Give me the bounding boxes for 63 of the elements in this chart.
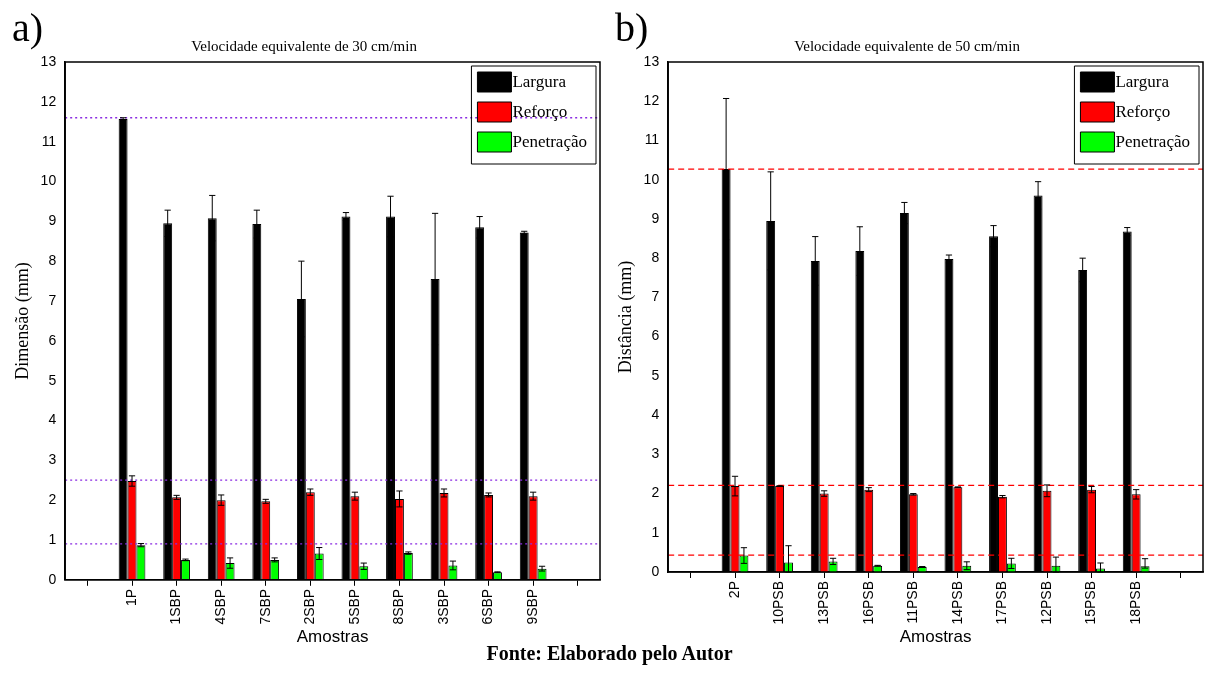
text: b)	[615, 4, 649, 50]
x-tick-label: 3SBP	[434, 588, 451, 625]
legend-label: Reforço	[1115, 102, 1171, 122]
y-tick-label: 2	[48, 491, 57, 507]
chart-title: Velocidade equivalente de 50 cm/min	[794, 37, 1021, 54]
x-tick-label: 14PSB	[948, 581, 965, 625]
y-tick-label: 6	[651, 327, 660, 344]
x-tick-label: 15PSB	[1082, 581, 1099, 625]
x-tick-label: 2P	[725, 581, 742, 599]
y-tick-label: 9	[651, 209, 660, 226]
text: a)	[12, 4, 44, 50]
y-tick-label: 7	[48, 291, 57, 308]
legend-label: Penetração	[1115, 132, 1191, 152]
x-tick-label: 4SBP	[212, 588, 229, 625]
y-tick-label: 1	[48, 530, 57, 547]
y-tick-label: 12	[40, 92, 57, 109]
y-axis-title: Dimensão (mm)	[11, 262, 33, 380]
x-tick-label: 8SBP	[390, 588, 407, 625]
x-tick-label: 5SBP	[345, 588, 362, 625]
x-tick-label: 11PSB	[904, 581, 921, 624]
y-tick-label: 8	[48, 252, 57, 269]
x-tick-label: 7SBP	[256, 588, 273, 625]
x-tick-label: 12PSB	[1037, 581, 1054, 625]
x-axis-title: Amostras	[296, 627, 369, 647]
y-tick-label: 0	[48, 570, 57, 587]
chart-title: Velocidade equivalente de 30 cm/min	[191, 37, 418, 54]
y-tick-label: 12	[643, 92, 660, 109]
y-tick-label: 4	[48, 411, 57, 428]
y-tick-label: 11	[41, 132, 57, 149]
y-tick-label: 3	[651, 445, 660, 462]
y-tick-label: 13	[40, 52, 57, 69]
y-tick-label: 9	[48, 212, 57, 229]
y-tick-label: 8	[651, 249, 660, 266]
x-tick-label: 1SBP	[167, 588, 184, 625]
y-tick-label: 13	[643, 52, 660, 69]
y-tick-label: 7	[651, 288, 660, 305]
y-tick-label: 6	[48, 331, 57, 348]
source-note: Fonte: Elaborado pelo Autor	[486, 642, 733, 664]
y-tick-label: 10	[40, 172, 57, 189]
x-tick-label: 16PSB	[859, 581, 876, 625]
x-tick-label: 17PSB	[993, 581, 1010, 625]
y-tick-label: 2	[651, 484, 660, 501]
y-tick-label: 10	[643, 170, 660, 187]
x-tick-label: 1P	[122, 588, 139, 606]
y-tick-label: 5	[651, 366, 660, 383]
x-tick-label: 9SBP	[524, 588, 541, 625]
legend-label: Largura	[1115, 72, 1170, 92]
x-tick-label: 18PSB	[1127, 581, 1144, 625]
y-tick-label: 11	[644, 131, 660, 148]
legend-label: Penetração	[512, 132, 588, 152]
y-axis-title: Distância (mm)	[614, 260, 636, 374]
x-tick-label: 2SBP	[301, 588, 318, 625]
legend-label: Largura	[512, 72, 567, 92]
legend-label: Reforço	[512, 102, 568, 122]
x-axis-title: Amostras	[899, 627, 972, 647]
x-tick-label: 13PSB	[815, 581, 832, 625]
y-tick-label: 0	[651, 562, 660, 579]
x-tick-label: 10PSB	[770, 581, 787, 625]
y-tick-label: 5	[48, 371, 57, 388]
y-tick-label: 1	[651, 523, 660, 540]
x-tick-label: 6SBP	[479, 588, 496, 625]
y-tick-label: 4	[651, 405, 660, 422]
y-tick-label: 3	[48, 451, 57, 468]
